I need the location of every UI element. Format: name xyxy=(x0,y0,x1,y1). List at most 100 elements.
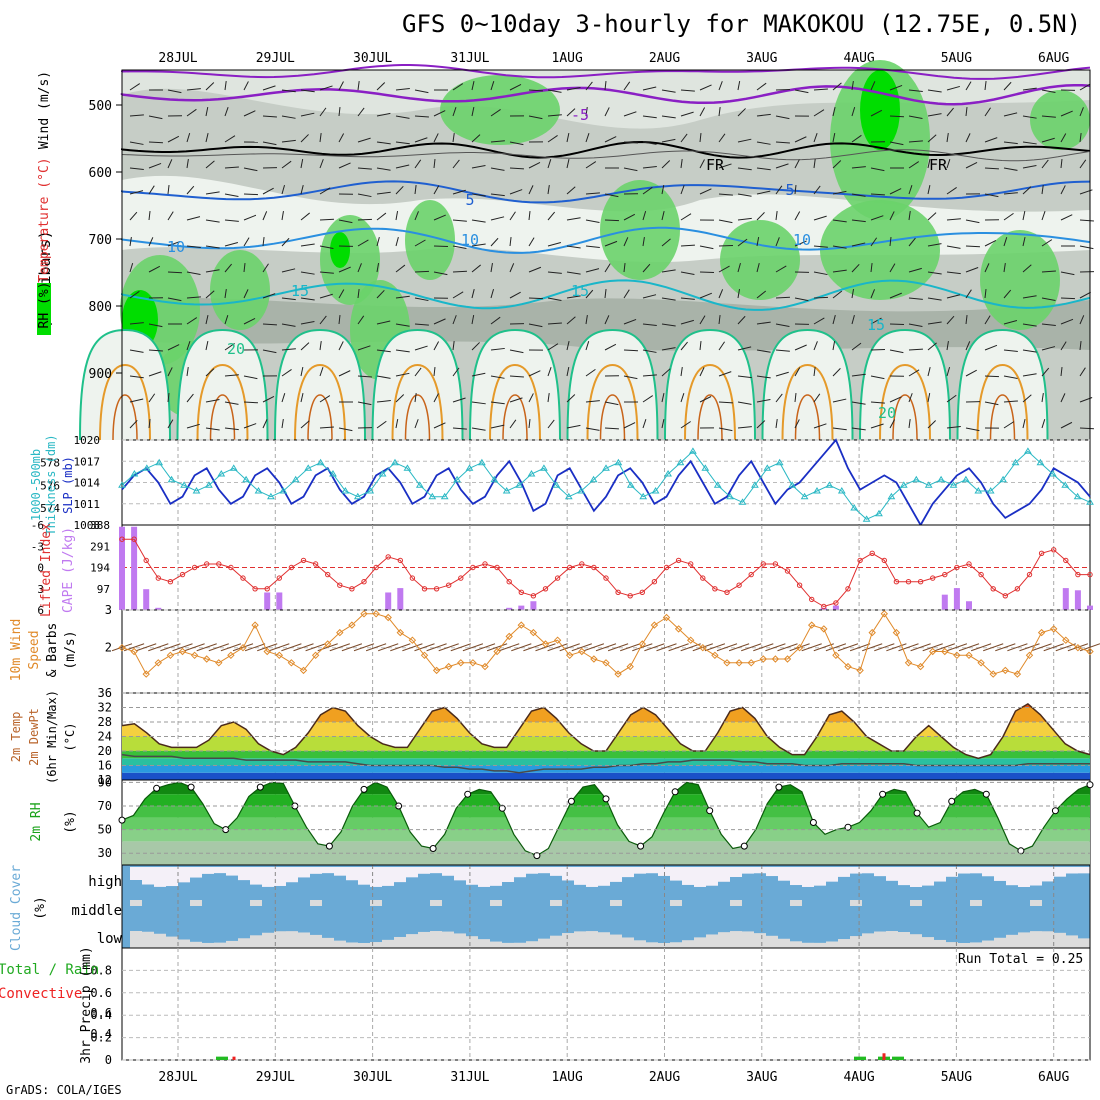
wind-barb xyxy=(547,367,552,377)
wind10-marker xyxy=(529,628,538,637)
wind-barb xyxy=(908,161,920,169)
wind-barb xyxy=(680,271,695,275)
upper-y-tick-label: 500 xyxy=(89,99,112,114)
wind-barb xyxy=(604,107,610,117)
wind-barb xyxy=(281,297,296,301)
rh-moist-patch xyxy=(210,250,270,330)
thickness-marker xyxy=(899,481,908,488)
wind-barb xyxy=(224,374,239,377)
wind10-barb xyxy=(862,643,883,652)
wind-barb xyxy=(680,244,695,247)
cloud-high-gap xyxy=(310,867,322,874)
wind-barb xyxy=(395,185,404,195)
wind-barb xyxy=(281,369,292,377)
cloud-low-gap xyxy=(886,931,898,948)
wind-barb xyxy=(205,245,220,249)
wind10-marker xyxy=(723,659,731,667)
date-label-top: 5AUG xyxy=(941,51,972,66)
wind-barb xyxy=(357,375,372,378)
cloud-low-gap xyxy=(130,931,142,948)
wind-barb xyxy=(433,185,440,195)
cape-bar xyxy=(953,588,960,610)
lifted-index-marker xyxy=(1002,593,1008,599)
thickness-marker xyxy=(1036,458,1045,466)
wind-barb xyxy=(832,219,847,223)
wind-barb xyxy=(965,289,972,299)
wind-barb xyxy=(661,269,676,273)
wind-barb xyxy=(376,82,386,91)
wind-barb xyxy=(699,396,712,403)
lifted-index-marker xyxy=(978,571,984,578)
wind-barb xyxy=(927,342,937,351)
cape-bar xyxy=(264,592,271,610)
wind10-marker xyxy=(650,621,659,629)
wind-barb xyxy=(224,427,239,431)
lifted-index-marker xyxy=(446,582,452,588)
rh2m-marker xyxy=(637,842,645,850)
cloud-low-gap xyxy=(1030,931,1042,948)
cloud-high-gap xyxy=(634,867,646,874)
thickness-marker xyxy=(564,492,573,500)
wind10-marker xyxy=(965,651,973,660)
wind-barb xyxy=(946,425,961,429)
cloud-low-gap xyxy=(154,933,166,948)
wind-barb xyxy=(1003,167,1018,171)
thickness-marker xyxy=(465,464,474,471)
wind-barb xyxy=(604,240,618,247)
cloud-high-gap xyxy=(1006,867,1018,886)
wind-barb xyxy=(167,135,180,143)
temp-contour-minus5 xyxy=(120,83,1091,106)
lifted-index-marker xyxy=(748,571,754,578)
wind10-barb xyxy=(934,643,955,652)
wind-barb xyxy=(1060,214,1073,221)
cloud-low-gap xyxy=(814,942,826,948)
wind-barb xyxy=(946,245,961,249)
wind-barb xyxy=(965,81,972,91)
rh2m-marker xyxy=(671,788,679,796)
wind-barb xyxy=(1079,107,1084,117)
wind-barb xyxy=(1041,346,1056,351)
wind10-barb xyxy=(595,643,617,652)
cape-label-li: Lifted Index xyxy=(39,523,54,617)
wind10-barb xyxy=(922,643,943,652)
wind-barb xyxy=(794,419,800,429)
wind-barb xyxy=(452,83,464,91)
contour-label: 10 xyxy=(461,231,479,249)
wind10-barb xyxy=(765,643,786,652)
wind-barb xyxy=(186,245,201,249)
wind-barb xyxy=(547,89,562,93)
wind-barb xyxy=(1041,297,1056,301)
lifted-index-marker xyxy=(518,589,524,595)
cloud-high-gap xyxy=(898,867,910,886)
rh2m-marker xyxy=(187,783,195,791)
wind-barb xyxy=(642,211,647,221)
cloud-high-gap xyxy=(514,867,526,878)
wind10-marker xyxy=(469,659,477,667)
wind-barb xyxy=(167,419,174,429)
wind10-barb xyxy=(244,643,266,652)
wind-barb xyxy=(338,370,351,377)
wind-barb xyxy=(813,185,821,195)
wind-barb xyxy=(300,184,304,195)
wind-barb xyxy=(870,401,885,404)
wind-barb xyxy=(490,347,505,351)
thickness-marker xyxy=(887,492,896,500)
wind-barb xyxy=(376,420,387,429)
cloud-high-gap xyxy=(682,867,694,885)
wind-barb xyxy=(528,370,541,377)
wind-barb xyxy=(357,263,362,273)
wind10-tick-label: 3 xyxy=(105,603,112,617)
wind-barb xyxy=(927,243,942,247)
wind-barb xyxy=(224,401,239,405)
wind-barb xyxy=(604,343,617,351)
temp-contour-30-loop xyxy=(989,394,1016,441)
wind-barb xyxy=(357,137,371,143)
thickness-marker xyxy=(378,470,387,477)
wind10-marker xyxy=(287,659,296,667)
cloud-high-gap xyxy=(442,867,454,876)
wind-barb xyxy=(471,427,486,431)
cloud-high-gap xyxy=(922,867,934,886)
cloud-high-gap xyxy=(250,867,262,885)
wind-barb xyxy=(1022,115,1037,119)
wind10-marker xyxy=(711,651,719,660)
